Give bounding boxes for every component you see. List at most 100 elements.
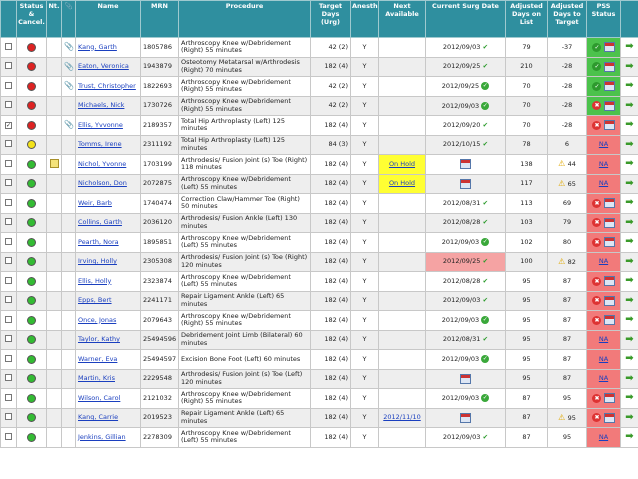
row-checkbox[interactable]	[5, 218, 12, 225]
patient-name-link[interactable]: Once, Jonas	[78, 315, 117, 324]
header-mrn[interactable]: MRN	[140, 0, 179, 38]
calendar-icon[interactable]	[603, 412, 615, 423]
header-pss-status[interactable]: PSS Status	[586, 0, 621, 38]
patient-name-link[interactable]: Nicholson, Don	[78, 179, 127, 187]
calendar-icon[interactable]	[603, 276, 615, 287]
status-indicator-icon[interactable]	[27, 315, 36, 325]
patient-name-link[interactable]: Kang, Garth	[78, 42, 117, 51]
row-checkbox[interactable]	[5, 101, 12, 108]
approve-icon[interactable]: ✓	[592, 42, 602, 52]
status-indicator-icon[interactable]	[27, 393, 36, 403]
cancel-icon[interactable]: ✖	[592, 198, 602, 208]
patient-name-link[interactable]: Weir, Barb	[78, 198, 112, 207]
header-status[interactable]: Status & Cancel.	[16, 0, 47, 38]
pss-na-link[interactable]: NA	[598, 354, 609, 363]
forward-arrow-icon[interactable]: ➡	[625, 275, 634, 286]
cancel-icon[interactable]: ✖	[592, 101, 602, 111]
row-checkbox[interactable]	[5, 257, 12, 264]
forward-arrow-icon[interactable]: ➡	[625, 294, 634, 306]
header-procedure[interactable]: Procedure	[178, 0, 311, 38]
pss-na-link[interactable]: NA	[598, 179, 609, 187]
forward-arrow-icon[interactable]: ➡	[625, 392, 634, 403]
forward-arrow-icon[interactable]: ➡	[625, 41, 634, 52]
header-name[interactable]: Name	[75, 0, 141, 38]
forward-arrow-icon[interactable]: ➡	[625, 99, 634, 111]
status-indicator-icon[interactable]	[27, 276, 36, 286]
patient-name-link[interactable]: Ellis, Yvvonne	[78, 120, 123, 129]
forward-arrow-icon[interactable]: ➡	[625, 60, 634, 72]
pss-na-link[interactable]: NA	[598, 257, 609, 265]
calendar-icon[interactable]	[603, 295, 615, 306]
cancel-icon[interactable]: ✖	[592, 120, 602, 130]
status-indicator-icon[interactable]	[27, 159, 36, 169]
forward-arrow-icon[interactable]: ➡	[625, 119, 634, 130]
status-indicator-icon[interactable]	[27, 101, 36, 111]
patient-name-link[interactable]: Trust, Christopher	[78, 81, 136, 90]
row-checkbox[interactable]	[5, 81, 12, 89]
forward-arrow-icon[interactable]: ➡	[625, 177, 634, 189]
note-icon[interactable]	[49, 158, 59, 168]
row-checkbox[interactable]	[5, 237, 12, 245]
forward-arrow-icon[interactable]: ➡	[625, 372, 634, 384]
calendar-icon[interactable]	[603, 393, 615, 404]
patient-name-link[interactable]: Nichol, Yvonne	[78, 159, 127, 168]
next-date-link[interactable]: 2012/11/10	[383, 413, 421, 421]
status-indicator-icon[interactable]	[27, 432, 36, 442]
calendar-icon[interactable]	[603, 120, 615, 131]
row-checkbox[interactable]	[5, 62, 12, 69]
approve-icon[interactable]: ✓	[592, 62, 602, 72]
row-checkbox[interactable]	[5, 296, 12, 303]
forward-arrow-icon[interactable]: ➡	[625, 80, 634, 91]
paperclip-icon[interactable]: 📎	[64, 81, 74, 90]
calendar-icon[interactable]	[603, 237, 615, 248]
forward-arrow-icon[interactable]: ➡	[625, 216, 634, 228]
cancel-icon[interactable]: ✖	[592, 413, 602, 423]
cancel-icon[interactable]: ✖	[592, 237, 602, 247]
header-target-days[interactable]: Target Days (Urg)	[310, 0, 351, 38]
pss-na-link[interactable]: NA	[598, 140, 609, 148]
patient-name-link[interactable]: Irving, Holly	[78, 257, 117, 265]
forward-arrow-icon[interactable]: ➡	[625, 431, 634, 442]
forward-arrow-icon[interactable]: ➡	[625, 236, 634, 247]
status-indicator-icon[interactable]	[27, 257, 36, 267]
calendar-icon[interactable]	[603, 217, 615, 228]
pss-na-link[interactable]: NA	[598, 159, 609, 168]
calendar-icon[interactable]	[460, 159, 471, 170]
status-indicator-icon[interactable]	[27, 296, 36, 306]
calendar-icon[interactable]	[603, 61, 615, 72]
cancel-icon[interactable]: ✖	[592, 276, 602, 286]
forward-arrow-icon[interactable]: ➡	[625, 314, 634, 325]
calendar-icon[interactable]	[460, 412, 471, 423]
pss-na-link[interactable]: NA	[598, 374, 609, 382]
patient-name-link[interactable]: Warner, Eva	[78, 354, 118, 363]
patient-name-link[interactable]: Wilson, Carol	[78, 393, 121, 402]
patient-name-link[interactable]: Martin, Kris	[78, 374, 115, 382]
patient-name-link[interactable]: Pearth, Nora	[78, 237, 119, 246]
row-checkbox[interactable]	[5, 42, 12, 50]
status-indicator-icon[interactable]	[27, 81, 36, 91]
pss-na-link[interactable]: NA	[598, 335, 609, 343]
patient-name-link[interactable]: Tomms, Irene	[78, 140, 122, 148]
patient-name-link[interactable]: Eaton, Veronica	[78, 62, 129, 70]
calendar-icon[interactable]	[603, 42, 615, 53]
forward-arrow-icon[interactable]: ➡	[625, 138, 634, 150]
status-indicator-icon[interactable]	[27, 237, 36, 247]
calendar-icon[interactable]	[603, 198, 615, 209]
row-checkbox[interactable]	[5, 413, 12, 420]
forward-arrow-icon[interactable]: ➡	[625, 255, 634, 267]
row-checkbox[interactable]	[5, 276, 12, 284]
forward-arrow-icon[interactable]: ➡	[625, 353, 634, 364]
on-hold-link[interactable]: On Hold	[388, 159, 416, 168]
status-indicator-icon[interactable]	[27, 62, 36, 72]
status-indicator-icon[interactable]	[27, 218, 36, 228]
forward-arrow-icon[interactable]: ➡	[625, 411, 634, 423]
patient-name-link[interactable]: Collins, Garth	[78, 218, 122, 226]
cancel-icon[interactable]: ✖	[592, 315, 602, 325]
cancel-icon[interactable]: ✖	[592, 218, 602, 228]
patient-name-link[interactable]: Taylor, Kathy	[78, 335, 120, 343]
calendar-icon[interactable]	[603, 81, 615, 92]
cancel-icon[interactable]: ✖	[592, 393, 602, 403]
status-indicator-icon[interactable]	[27, 413, 36, 423]
row-checkbox[interactable]	[5, 315, 12, 323]
header-current-surg-date[interactable]: Current Surg Date	[425, 0, 506, 38]
